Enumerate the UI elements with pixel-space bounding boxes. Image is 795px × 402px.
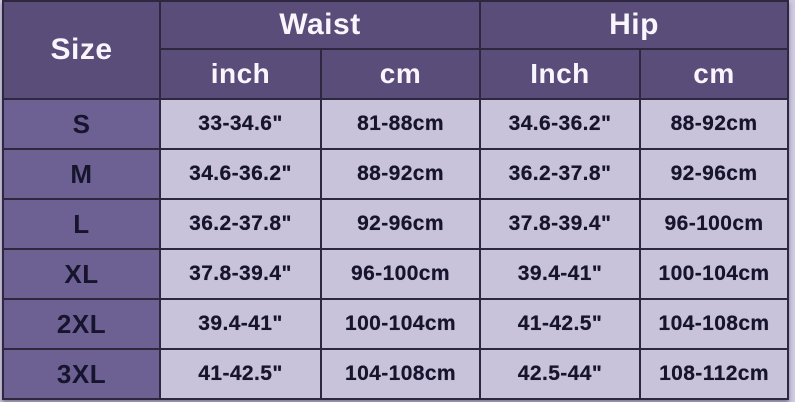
table-row: L 36.2-37.8" 92-96cm 37.8-39.4" 96-100cm xyxy=(2,198,790,250)
table-row: XL 37.8-39.4" 96-100cm 39.4-41" 100-104c… xyxy=(2,248,790,300)
table-row: M 34.6-36.2" 88-92cm 36.2-37.8" 92-96cm xyxy=(2,148,790,200)
size-label: M xyxy=(2,148,161,200)
hip-cm-value: 96-100cm xyxy=(638,198,790,250)
waist-inch-header: inch xyxy=(159,48,322,100)
waist-cm-value: 92-96cm xyxy=(320,198,481,250)
waist-cm-value: 81-88cm xyxy=(320,98,481,150)
hip-cm-value: 100-104cm xyxy=(638,248,790,300)
unit-header-row: inch cm Inch cm xyxy=(3,48,790,100)
hip-inch-value: 42.5-44" xyxy=(479,348,641,400)
hip-inch-value: 34.6-36.2" xyxy=(479,98,641,150)
size-label: S xyxy=(2,98,161,150)
hip-cm-value: 108-112cm xyxy=(638,348,790,400)
table-row: 3XL 41-42.5" 104-108cm 42.5-44" 108-112c… xyxy=(2,348,790,400)
group-header-row: Size Waist Hip xyxy=(2,0,790,100)
table-row: S 33-34.6" 81-88cm 34.6-36.2" 88-92cm xyxy=(2,98,790,150)
waist-group-header: Waist xyxy=(159,0,481,50)
waist-cm-value: 96-100cm xyxy=(320,248,481,300)
size-label: 2XL xyxy=(2,298,161,350)
size-label: L xyxy=(2,198,161,250)
hip-cm-value: 104-108cm xyxy=(638,298,790,350)
waist-inch-value: 37.8-39.4" xyxy=(159,248,322,300)
size-label: 3XL xyxy=(2,348,161,400)
waist-cm-value: 88-92cm xyxy=(320,148,481,200)
waist-inch-value: 39.4-41" xyxy=(159,298,322,350)
hip-inch-value: 39.4-41" xyxy=(479,248,641,300)
hip-group-header: Hip xyxy=(478,0,790,50)
waist-cm-value: 100-104cm xyxy=(320,298,481,350)
hip-cm-value: 92-96cm xyxy=(638,148,790,200)
hip-cm-header: cm xyxy=(638,48,790,100)
hip-inch-value: 41-42.5" xyxy=(479,298,641,350)
waist-cm-header: cm xyxy=(320,48,481,100)
hip-inch-header: Inch xyxy=(479,48,641,100)
waist-cm-value: 104-108cm xyxy=(320,348,481,400)
waist-inch-value: 36.2-37.8" xyxy=(159,198,322,250)
waist-inch-value: 34.6-36.2" xyxy=(159,148,322,200)
waist-inch-value: 41-42.5" xyxy=(159,348,322,400)
table-row: 2XL 39.4-41" 100-104cm 41-42.5" 104-108c… xyxy=(2,298,790,350)
size-label: XL xyxy=(2,248,161,300)
hip-inch-value: 36.2-37.8" xyxy=(479,148,641,200)
waist-inch-value: 33-34.6" xyxy=(159,98,322,150)
hip-inch-value: 37.8-39.4" xyxy=(479,198,641,250)
hip-cm-value: 88-92cm xyxy=(638,98,790,150)
size-column-header: Size xyxy=(2,0,161,100)
